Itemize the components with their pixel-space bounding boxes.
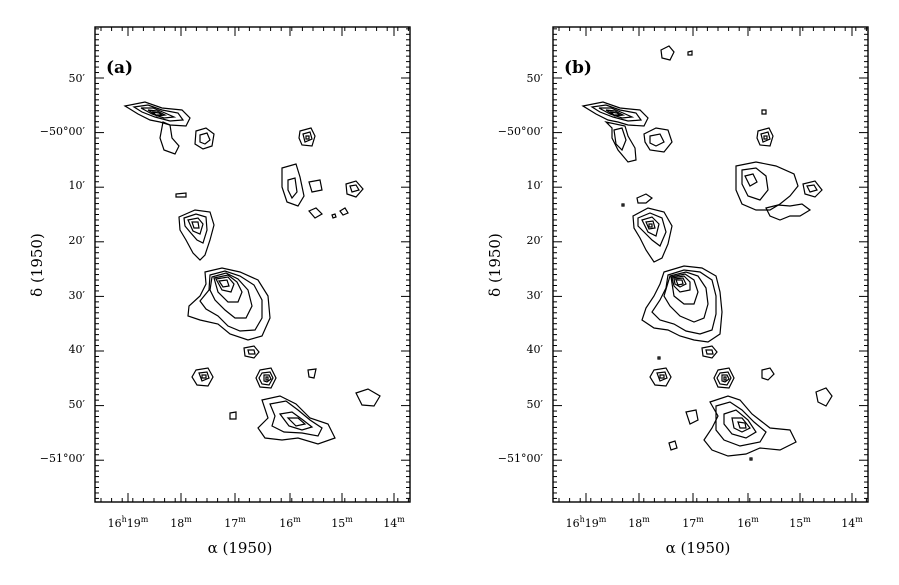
- panel-a-y-axis-title: δ (1950): [28, 233, 46, 297]
- panel-b-label: (b): [564, 58, 592, 78]
- panel-b-y-tick-label: 30′: [527, 289, 544, 302]
- panel-a-frame: [94, 26, 411, 503]
- panel-a-y-tick-label: −51°00′: [40, 452, 86, 465]
- panel-a-x-tick-label: 18m: [170, 515, 192, 530]
- contour-source-northwest: [581, 101, 673, 163]
- panel-b-x-tick-label: 16m: [737, 515, 759, 530]
- contour-source-east-small: [355, 388, 381, 407]
- contour-source-southern: [257, 395, 336, 445]
- contour-source-central-large: [187, 267, 271, 341]
- panel-b-ticks: [553, 27, 868, 502]
- panel-b-x-axis-title: α (1950): [666, 539, 731, 557]
- contour-source-east-cluster: [281, 163, 364, 219]
- panel-b-x-tick-label: 16h19m: [566, 515, 607, 530]
- panel-a-x-tick-label: 17m: [224, 515, 246, 530]
- contour-source-small-center: [649, 345, 775, 389]
- contour-source-mid-west: [175, 192, 215, 261]
- panel-a-x-axis-title: α (1950): [208, 539, 273, 557]
- panel-b-y-tick-label: 40′: [527, 343, 544, 356]
- panel-a-contours: [123, 101, 381, 445]
- panel-b-y-tick-label: 50′: [527, 398, 544, 411]
- panel-b-y-tick-label: −51°00′: [498, 452, 544, 465]
- contour-source-small-center: [191, 345, 317, 420]
- panel-b-x-tick-label: 17m: [682, 515, 704, 530]
- contour-source-central-large: [641, 265, 723, 343]
- panel-a-ticks: [95, 27, 410, 502]
- panel-a-y-tick-label: 50′: [69, 398, 86, 411]
- panel-b-y-axis-title: δ (1950): [486, 233, 504, 297]
- panel-a-y-tick-label: −50°00′: [40, 125, 86, 138]
- panel-a-y-tick-label: 10′: [69, 179, 86, 192]
- panel-a-x-tick-label: 16m: [279, 515, 301, 530]
- panel-b-frame: [552, 26, 869, 503]
- panel-a-y-tick-label: 20′: [69, 234, 86, 247]
- panel-b-y-tick-label: 10′: [527, 179, 544, 192]
- contour-source-small-east: [756, 127, 774, 147]
- panel-a-y-tick-label: 40′: [69, 343, 86, 356]
- panel-b-x-tick-label: 15m: [789, 515, 811, 530]
- panel-a-x-tick-label: 14m: [383, 515, 405, 530]
- contour-source-small-west: [194, 127, 215, 150]
- contour-source-top-small: [660, 45, 767, 115]
- panel-a-x-tick-label: 16h19m: [108, 515, 149, 530]
- contour-source-northwest: [123, 101, 191, 155]
- panel-b-x-tick-label: 18m: [628, 515, 650, 530]
- contour-source-small-east: [298, 127, 316, 147]
- panel-b-y-tick-label: 50′: [527, 72, 544, 85]
- contour-source-east-cluster: [735, 161, 823, 221]
- panel-b-contours: [581, 45, 833, 461]
- panel-a-x-tick-label: 15m: [331, 515, 353, 530]
- panel-a-y-tick-label: 50′: [69, 72, 86, 85]
- panel-b-y-tick-label: 20′: [527, 234, 544, 247]
- panel-a: (a) 50′ −50°00′ 10′ 20′ 30′ 40′ 50′ −51°…: [28, 26, 411, 557]
- panel-a-y-tick-label: 30′: [69, 289, 86, 302]
- contour-source-southern: [668, 395, 797, 461]
- panel-b: (b) 50′ −50°00′ 10′ 20′ 30′ 40′ 50′ −51°…: [486, 26, 869, 557]
- panel-b-x-tick-label: 14m: [841, 515, 863, 530]
- contour-source-east-small: [815, 387, 833, 407]
- panel-a-label: (a): [106, 58, 133, 78]
- contour-source-mid-west: [621, 193, 673, 263]
- panel-b-y-tick-label: −50°00′: [498, 125, 544, 138]
